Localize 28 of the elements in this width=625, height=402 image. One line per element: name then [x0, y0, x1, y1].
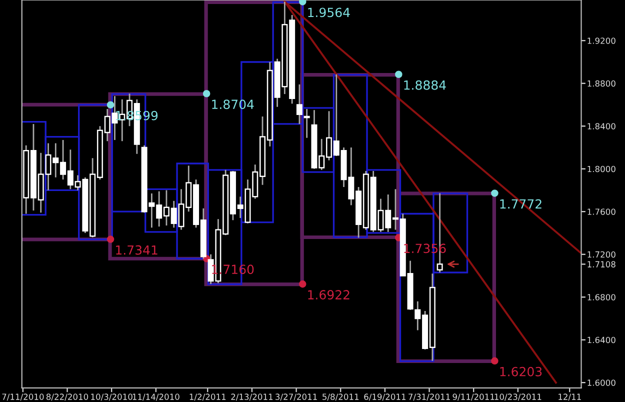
- y-tick-label: 1.6000: [588, 380, 616, 386]
- x-tick-label: 1/2/2011: [190, 394, 226, 401]
- y-tick-label: 1.8400: [588, 123, 616, 130]
- data-label: 1.9564: [308, 8, 350, 18]
- data-label: 1.7341: [116, 245, 158, 255]
- x-tick-label: 10/23/2011: [494, 394, 542, 401]
- x-tick-label: 12/11: [558, 394, 581, 401]
- y-tick-label: 1.7108: [588, 261, 616, 268]
- x-tick-label: 2/13/2011: [231, 394, 273, 401]
- x-tick-label: 8/22/2010: [46, 394, 88, 401]
- x-tick-label: 9/11/2011: [452, 394, 494, 401]
- x-tick-label: 6/19/2011: [364, 394, 406, 401]
- y-tick-label: 1.6400: [588, 336, 616, 344]
- data-label: 1.6922: [308, 290, 350, 300]
- x-tick-label: 10/3/2010: [91, 394, 132, 401]
- x-tick-label: 5/8/2011: [322, 394, 359, 401]
- y-tick-label: 1.7600: [588, 208, 616, 215]
- y-tick-label: 1.9200: [588, 38, 616, 44]
- x-tick-label: 7/31/2011: [408, 394, 450, 401]
- data-label: 1.8884: [404, 80, 446, 90]
- y-tick-label: 1.8800: [588, 80, 616, 87]
- y-tick-label: 1.7200: [588, 251, 616, 258]
- x-tick-label: 11/14/2010: [132, 394, 180, 401]
- y-tick-label: 1.8000: [588, 166, 616, 172]
- x-tick-label: 7/11/2010: [2, 394, 44, 401]
- x-tick-label: 3/27/2011: [276, 394, 317, 401]
- data-label: 1.6203: [500, 366, 542, 376]
- y-tick-label: 1.6800: [588, 294, 616, 300]
